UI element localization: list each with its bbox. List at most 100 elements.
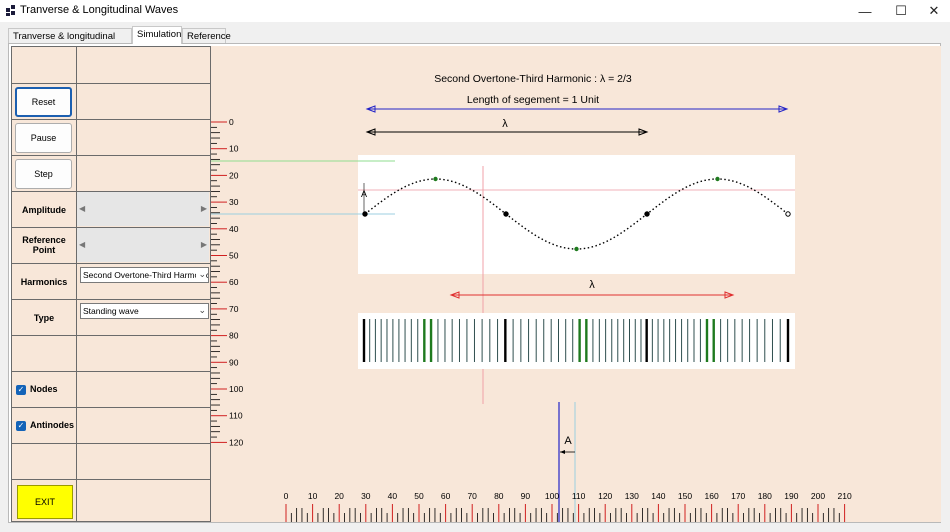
step-button[interactable]: Step [15,159,72,189]
canvas-background [211,46,941,522]
horizontal-tick-label: 210 [838,491,852,501]
type-select[interactable]: Standing wave ⌄ [80,303,209,319]
type-label: Type [33,313,55,323]
antinodes-checkbox[interactable]: ✓ [16,421,26,431]
lambda-arrow-bottom [449,291,735,299]
antinode-marker [433,176,438,182]
exit-button[interactable]: EXIT [17,485,73,519]
row-divider [12,191,210,192]
horizontal-tick-label: 80 [494,491,504,501]
amplitude-label: Amplitude [22,205,66,215]
scroll-right-icon[interactable]: ▶ [200,204,207,213]
lambda-label-bottom: λ [589,279,595,291]
panel-divider [76,47,77,521]
control-panel: Reset Pause Step Amplitude ◀ ▶ Reference… [11,46,211,522]
tab-reference[interactable]: Reference [182,28,231,43]
harmonic-heading: Second Overtone-Third Harmonic : λ = 2/3 [434,73,632,85]
horizontal-ruler: 0 10 20 30 40 50 60 70 80 90 100 110 120 130 140 150 160… [284,491,852,522]
scroll-left-icon[interactable]: ◀ [79,240,86,249]
vertical-tick-label: 110 [229,411,243,421]
app-icon [6,5,17,16]
antinode-marker [715,176,720,182]
close-button[interactable]: ✕ [928,3,940,18]
vertical-tick-label: 20 [229,170,239,180]
maximize-button[interactable]: ☐ [895,3,907,18]
segment-length-label: Length of segement = 1 Unit [467,94,599,106]
horizontal-tick-label: 0 [284,491,289,501]
row-divider [12,263,210,264]
horizontal-tick-label: 60 [441,491,451,501]
chevron-down-icon[interactable]: ⌄ [196,305,206,316]
node-marker [785,211,791,217]
scroll-right-icon[interactable]: ▶ [200,240,207,249]
horizontal-tick-label: 200 [811,491,825,501]
type-value: Standing wave [83,306,139,316]
tab-transverse-longitudinal[interactable]: Tranverse & longitudinal Waves [8,28,132,53]
simulation-canvas: Second Overtone-Third Harmonic : λ = 2/3… [211,46,941,522]
horizontal-tick-label: 150 [678,491,692,501]
vertical-tick-label: 70 [229,304,239,314]
row-divider [12,155,210,156]
longitudinal-particles [362,319,790,362]
vertical-tick-label: 0 [229,117,234,127]
pause-button[interactable]: Pause [15,123,72,153]
horizontal-tick-label: 70 [467,491,477,501]
horizontal-tick-label: 110 [572,491,586,501]
vertical-tick-label: 100 [229,384,243,394]
amplitude-slider[interactable]: ◀ ▶ [77,192,209,226]
row-divider [12,227,210,228]
horizontal-tick-label: 120 [598,491,612,501]
antinodes-label: Antinodes [30,420,74,430]
row-divider [12,479,210,480]
vertical-tick-label: 50 [229,251,239,261]
row-divider [12,119,210,120]
nodes-label: Nodes [30,384,58,394]
vertical-tick-label: 80 [229,331,239,341]
horizontal-tick-label: 130 [625,491,639,501]
horizontal-tick-label: 140 [651,491,665,501]
row-divider [12,299,210,300]
vertical-ruler: 0 10 20 30 40 50 60 70 80 90 100 110 120 [211,117,243,447]
vertical-tick-label: 30 [229,197,239,207]
horizontal-tick-label: 50 [414,491,424,501]
row-divider [12,443,210,444]
minimize-button[interactable]: — [858,3,872,19]
segment-arrow [365,105,789,113]
scroll-left-icon[interactable]: ◀ [79,204,86,213]
vertical-tick-label: 120 [229,437,243,447]
node-marker [644,211,650,217]
horizontal-tick-label: 90 [521,491,531,501]
row-divider [12,371,210,372]
harmonics-select[interactable]: Second Overtone-Third Harmonic ⌄ [80,267,209,283]
tab-content: Reset Pause Step Amplitude ◀ ▶ Reference… [8,43,941,523]
reference-point-slider[interactable]: ◀ ▶ [77,228,209,262]
window-title: Tranverse & Longitudinal Waves [20,4,179,16]
amplitude-marker-bottom: A [564,435,572,447]
lambda-arrow-top [365,128,649,136]
title-bar: Tranverse & Longitudinal Waves — ☐ ✕ [0,0,950,22]
vertical-tick-label: 90 [229,357,239,367]
chevron-down-icon[interactable]: ⌄ [196,269,206,280]
harmonics-value: Second Overtone-Third Harmonic [83,270,209,280]
tab-simulation[interactable]: Simulation [132,26,182,44]
antinode-marker [574,246,579,252]
horizontal-tick-label: 100 [545,491,559,501]
horizontal-tick-label: 160 [705,491,719,501]
horizontal-tick-label: 20 [334,491,344,501]
reference-point-label: Reference Point [22,235,66,255]
wave-display [358,155,795,274]
row-divider [12,407,210,408]
harmonics-label: Harmonics [20,277,68,287]
nodes-checkbox[interactable]: ✓ [16,385,26,395]
horizontal-tick-label: 180 [758,491,772,501]
vertical-tick-label: 60 [229,277,239,287]
horizontal-tick-label: 10 [308,491,318,501]
horizontal-tick-label: 40 [388,491,398,501]
row-divider [12,83,210,84]
horizontal-tick-label: 190 [784,491,798,501]
horizontal-tick-label: 170 [731,491,745,501]
vertical-tick-label: 10 [229,144,239,154]
lambda-label-top: λ [502,118,508,130]
row-divider [12,335,210,336]
reset-button[interactable]: Reset [15,87,72,117]
